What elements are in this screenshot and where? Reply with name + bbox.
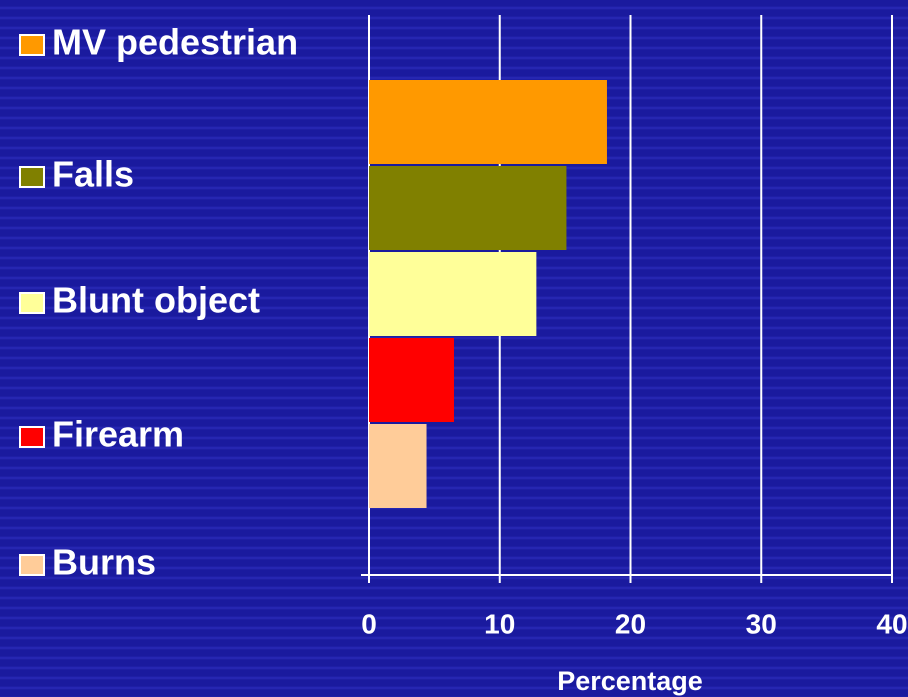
legend-label: MV pedestrian (52, 22, 298, 63)
legend-swatch (19, 34, 45, 56)
x-tick-label: 20 (615, 608, 646, 639)
bar (369, 338, 454, 422)
bar (369, 80, 607, 164)
legend-label: Firearm (52, 414, 184, 455)
legend-label: Burns (52, 542, 156, 583)
legend-swatch (19, 166, 45, 188)
x-tick-label: 40 (876, 608, 907, 639)
legend-swatch (19, 292, 45, 314)
x-tick-label: 0 (361, 608, 377, 639)
legend-swatch (19, 554, 45, 576)
legend-label: Falls (52, 154, 134, 195)
bar (369, 424, 427, 508)
x-tick-label: 30 (746, 608, 777, 639)
x-axis-label: Percentage (557, 666, 703, 696)
legend-label: Blunt object (52, 280, 260, 321)
x-tick-label: 10 (484, 608, 515, 639)
legend-swatch (19, 426, 45, 448)
bar (369, 252, 537, 336)
bar (369, 166, 567, 250)
